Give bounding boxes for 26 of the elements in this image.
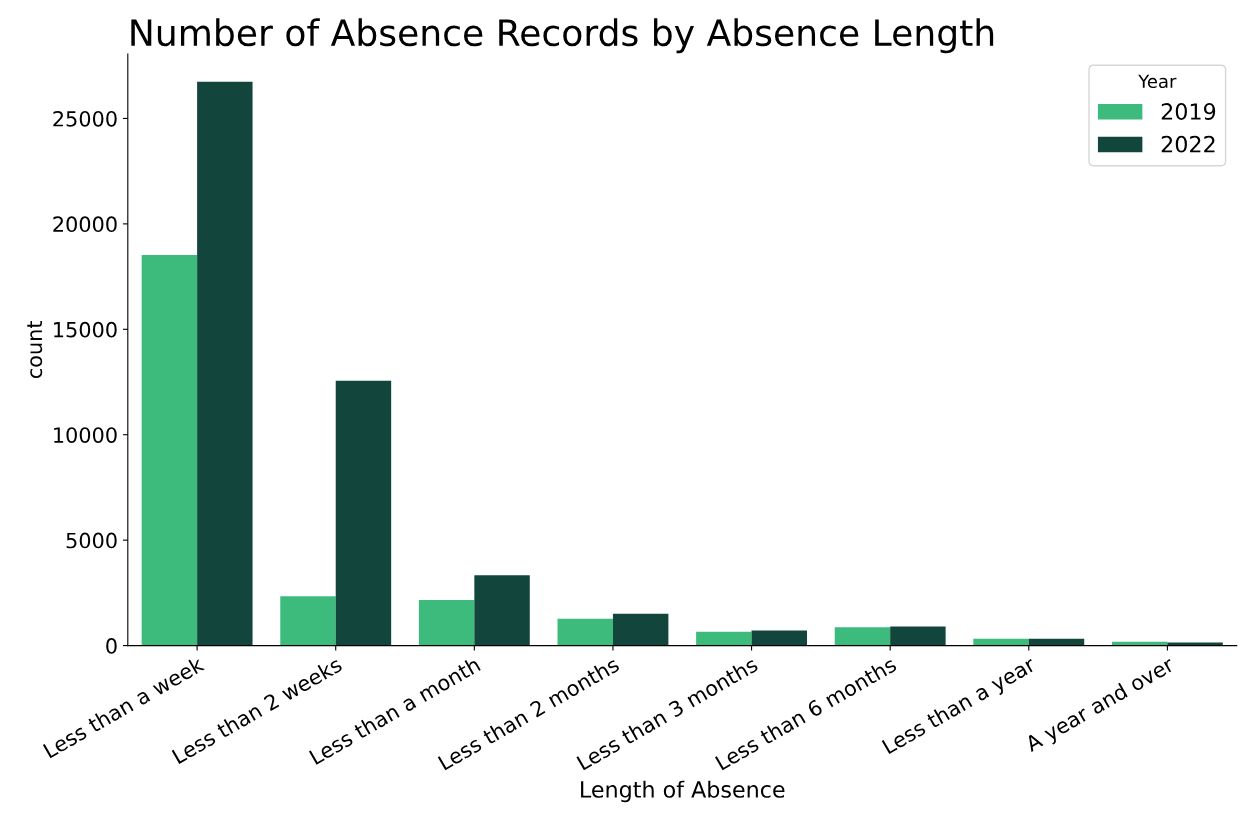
bar	[696, 631, 752, 646]
y-tick-label: 5000	[66, 532, 117, 549]
y-tick-label: 10000	[54, 427, 117, 443]
bar	[612, 613, 669, 646]
y-tick-label: 15000	[54, 321, 117, 338]
bar	[557, 618, 613, 646]
bar	[280, 596, 336, 646]
chart-title: Number of Absence Records by Absence Length	[131, 18, 994, 54]
y-tick-label: 25000	[53, 110, 117, 127]
bar	[418, 600, 475, 646]
legend-label: 2022	[1161, 135, 1215, 153]
bar	[335, 380, 392, 646]
bar	[834, 627, 891, 646]
legend-label: 2019	[1161, 103, 1216, 120]
bar	[890, 626, 946, 646]
y-axis-title: count	[27, 320, 43, 379]
y-tick-label: 20000	[53, 216, 117, 233]
y-tick-label: 0	[106, 638, 117, 654]
bar	[973, 638, 1029, 646]
bar	[474, 575, 530, 646]
legend-title: Year	[1138, 74, 1177, 89]
x-axis-title: Length of Absence	[581, 780, 785, 803]
bar	[1167, 642, 1223, 646]
bar	[141, 255, 198, 646]
bar	[751, 630, 808, 646]
bar	[197, 81, 253, 646]
